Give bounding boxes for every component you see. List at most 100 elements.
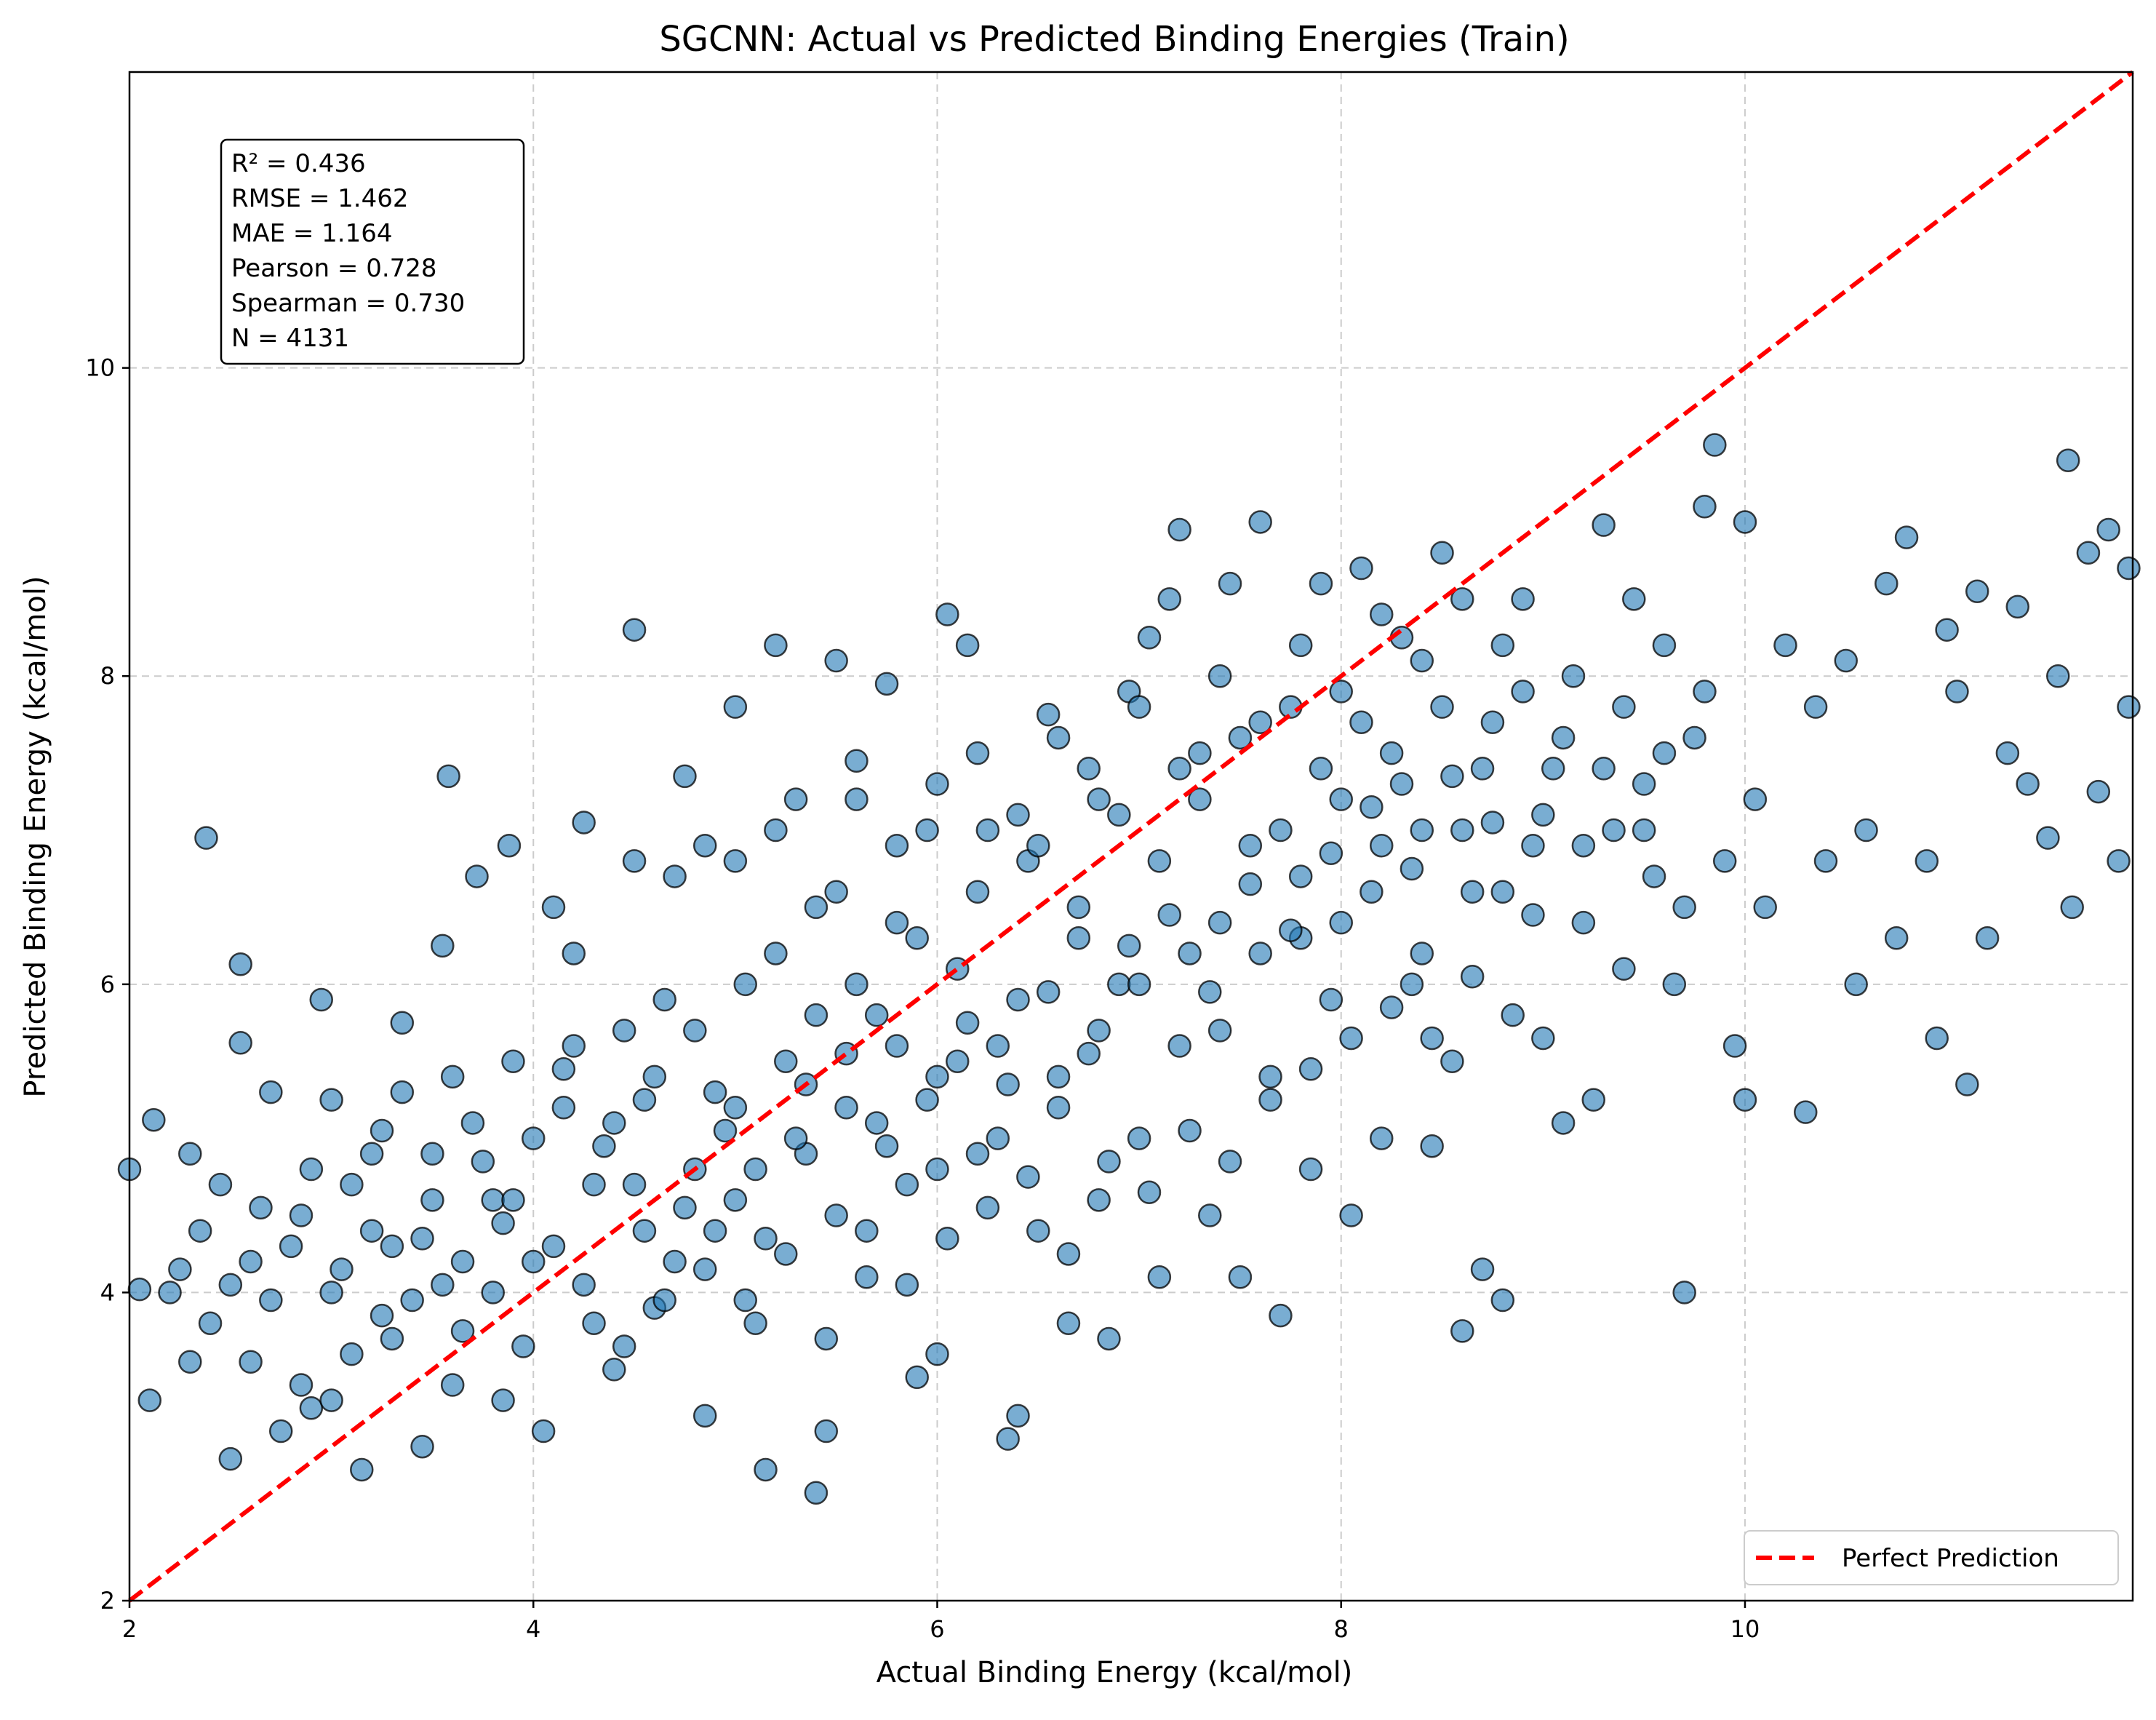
data-point xyxy=(491,1388,515,1412)
data-point xyxy=(652,987,676,1012)
legend-frame xyxy=(1744,1530,2119,1585)
data-point xyxy=(905,1365,929,1390)
data-point xyxy=(2117,556,2141,581)
data-point xyxy=(743,1311,767,1336)
data-point xyxy=(1258,1064,1282,1089)
data-point xyxy=(723,1188,748,1212)
data-point xyxy=(1279,918,1303,942)
data-point xyxy=(1087,1019,1111,1043)
data-point xyxy=(632,1219,657,1243)
data-point xyxy=(1693,680,1717,704)
data-point xyxy=(1571,833,1596,858)
data-point xyxy=(1511,587,1535,611)
perfect-prediction-line xyxy=(128,70,2134,1603)
data-point xyxy=(935,1227,959,1251)
data-point xyxy=(299,1157,324,1182)
data-point xyxy=(632,1088,657,1112)
data-point xyxy=(1935,618,1959,642)
stats-box-frame xyxy=(220,138,525,365)
data-point xyxy=(1056,1242,1081,1266)
data-point xyxy=(2036,826,2060,850)
data-point xyxy=(1379,995,1404,1019)
data-point xyxy=(1490,880,1515,904)
data-point xyxy=(198,1311,223,1336)
data-point xyxy=(420,1188,444,1212)
data-point xyxy=(1339,1026,1363,1051)
data-point xyxy=(562,941,586,965)
data-point xyxy=(1672,895,1696,920)
data-point xyxy=(1066,895,1091,920)
data-point xyxy=(1450,1319,1474,1343)
data-point xyxy=(1107,803,1131,827)
data-point xyxy=(188,1219,212,1243)
data-point xyxy=(319,1088,343,1112)
data-point xyxy=(137,1388,162,1412)
data-point xyxy=(319,1388,343,1412)
data-point xyxy=(1753,895,1777,920)
x-tick-label: 10 xyxy=(1730,1615,1760,1643)
data-point xyxy=(1975,926,2000,950)
data-point xyxy=(814,1419,839,1444)
data-point xyxy=(1410,941,1434,965)
data-point xyxy=(1157,903,1181,927)
data-point xyxy=(1521,903,1545,927)
data-point xyxy=(733,1288,757,1313)
data-point xyxy=(380,1326,404,1351)
data-point xyxy=(1288,633,1313,658)
data-point xyxy=(465,864,489,888)
data-point xyxy=(1157,587,1181,611)
data-point xyxy=(1188,741,1212,765)
data-point xyxy=(1622,587,1646,611)
data-point xyxy=(1087,1188,1111,1212)
data-point xyxy=(1329,787,1353,811)
data-point xyxy=(410,1227,434,1251)
data-point xyxy=(2005,594,2030,619)
data-point xyxy=(390,1011,415,1035)
data-point xyxy=(2060,895,2084,920)
data-point xyxy=(359,1142,384,1166)
data-point xyxy=(986,1034,1010,1058)
y-tick-label: 4 xyxy=(100,1278,115,1306)
data-point xyxy=(723,695,748,719)
data-point xyxy=(436,764,460,789)
data-point xyxy=(1531,1026,1555,1051)
data-point xyxy=(1167,757,1191,781)
data-point xyxy=(1803,695,1828,719)
data-point xyxy=(1400,972,1424,997)
data-point xyxy=(1026,1219,1050,1243)
data-point xyxy=(1026,833,1050,858)
data-point xyxy=(723,1096,748,1120)
data-point xyxy=(1470,1257,1495,1281)
data-point xyxy=(350,1457,374,1482)
data-point xyxy=(1743,787,1768,811)
data-point xyxy=(774,1049,798,1073)
data-point xyxy=(1319,987,1343,1012)
data-point xyxy=(1430,695,1454,719)
stat-mae: MAE = 1.164 xyxy=(231,219,393,248)
data-point xyxy=(723,849,748,873)
data-point xyxy=(783,1126,808,1150)
data-point xyxy=(142,1107,166,1132)
data-point xyxy=(612,1334,636,1358)
data-point xyxy=(1077,1041,1101,1066)
data-point xyxy=(440,1373,465,1397)
plot-frame xyxy=(128,71,2134,1602)
data-point xyxy=(279,1234,303,1259)
legend: Perfect Prediction xyxy=(1744,1530,2119,1585)
data-point xyxy=(915,1088,939,1112)
data-point xyxy=(1561,664,1586,688)
data-point xyxy=(450,1249,475,1274)
data-point xyxy=(460,1111,485,1135)
data-point xyxy=(1319,841,1343,866)
data-point xyxy=(481,1281,505,1305)
data-point xyxy=(1107,972,1131,997)
data-point xyxy=(804,1481,829,1505)
data-point xyxy=(996,1427,1020,1451)
data-point xyxy=(673,764,697,789)
data-point xyxy=(874,672,899,696)
data-point xyxy=(572,1273,596,1297)
stat-rmse: RMSE = 1.462 xyxy=(231,184,408,213)
data-point xyxy=(1198,980,1222,1004)
data-point xyxy=(501,1049,525,1073)
